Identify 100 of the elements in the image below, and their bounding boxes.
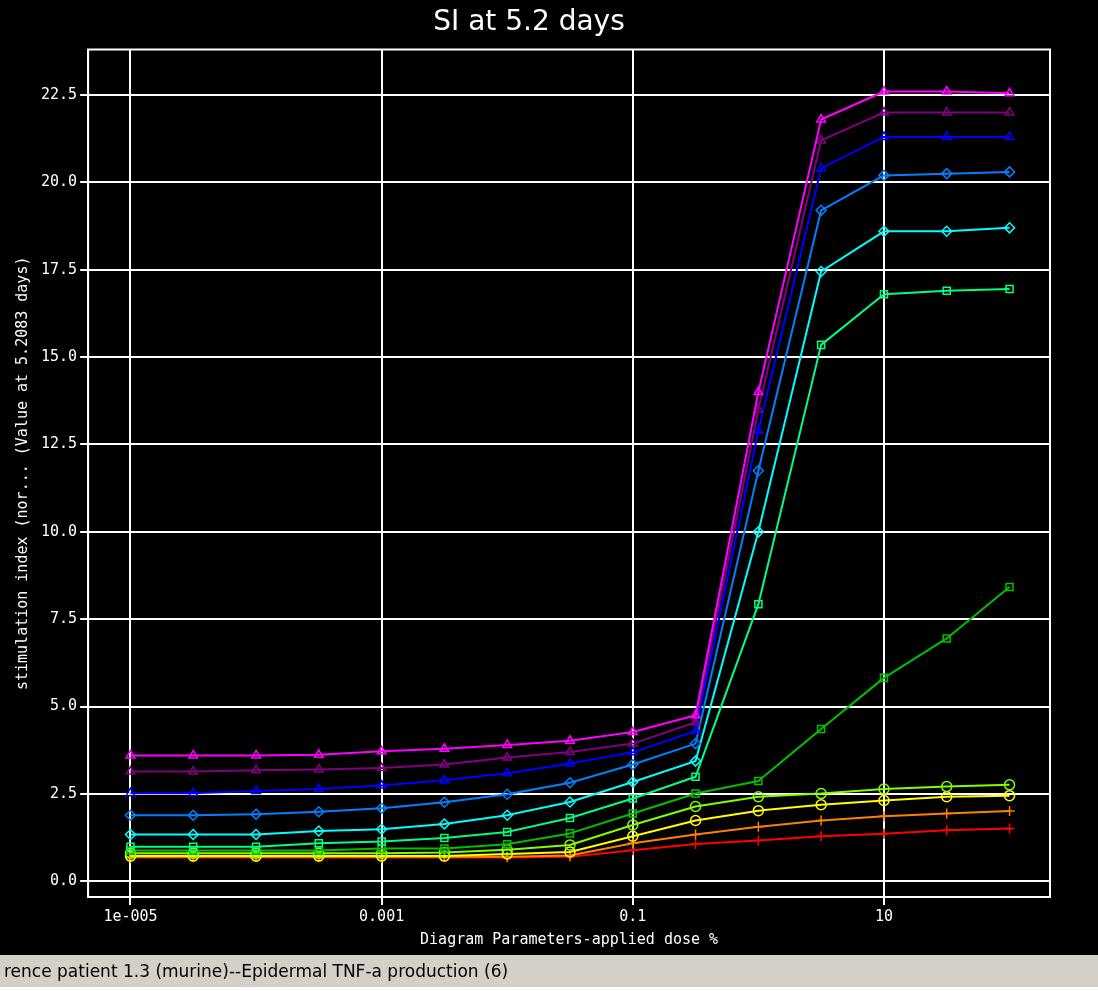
point <box>1003 822 1016 835</box>
point <box>878 783 890 795</box>
point <box>313 805 325 818</box>
point <box>940 167 953 180</box>
point <box>565 813 575 823</box>
point <box>690 709 701 719</box>
point <box>816 134 827 144</box>
point <box>816 162 827 172</box>
y-tick-label: 17.5 <box>41 259 78 278</box>
point <box>627 737 638 747</box>
point <box>627 758 639 771</box>
point <box>879 289 889 299</box>
point <box>502 827 512 837</box>
point <box>125 787 136 797</box>
point <box>627 776 639 788</box>
point <box>564 796 576 808</box>
point <box>816 113 827 123</box>
point <box>627 830 639 842</box>
point <box>753 424 764 434</box>
point <box>440 833 449 843</box>
point <box>1003 222 1016 234</box>
point <box>878 169 890 182</box>
point <box>439 758 450 768</box>
point <box>188 787 199 797</box>
point <box>815 204 827 217</box>
point <box>501 809 513 821</box>
point <box>752 804 765 817</box>
point <box>878 794 890 807</box>
point <box>314 846 324 855</box>
point <box>753 403 764 413</box>
point <box>941 85 952 95</box>
point <box>250 808 262 820</box>
point <box>250 828 262 841</box>
point <box>187 809 199 821</box>
point <box>754 776 763 786</box>
point <box>627 746 638 756</box>
point <box>438 796 451 809</box>
point <box>752 834 765 847</box>
point <box>440 844 449 853</box>
y-tick-label: 10.0 <box>41 521 78 540</box>
point <box>940 780 953 793</box>
point <box>313 749 324 759</box>
point <box>815 814 827 827</box>
point <box>940 807 953 820</box>
point <box>188 749 199 759</box>
point <box>689 838 702 850</box>
x-tick-label: 0.001 <box>359 906 405 925</box>
point <box>502 839 512 849</box>
point <box>815 799 827 811</box>
point <box>564 746 576 756</box>
point <box>942 286 951 295</box>
point <box>690 716 701 726</box>
y-tick-label: 22.5 <box>41 84 78 103</box>
point <box>564 839 576 851</box>
point <box>690 725 701 735</box>
chart-title: SI at 5.2 days <box>433 4 625 38</box>
point <box>564 846 576 858</box>
point <box>124 828 137 841</box>
point <box>752 821 765 833</box>
x-axis-title: Diagram Parameters-applied dose % <box>420 929 719 948</box>
point <box>375 823 388 835</box>
point <box>941 106 952 116</box>
point <box>125 749 136 759</box>
point <box>313 825 325 837</box>
point <box>250 764 262 774</box>
point <box>564 735 576 745</box>
point <box>816 340 826 350</box>
point <box>187 828 199 841</box>
y-tick-label: 15.0 <box>41 347 78 365</box>
point <box>878 131 890 141</box>
point <box>251 842 261 851</box>
point <box>689 828 702 841</box>
point <box>940 790 953 803</box>
point <box>752 526 765 538</box>
point <box>627 819 639 831</box>
point <box>124 809 137 821</box>
point <box>502 767 513 777</box>
point <box>1003 166 1016 178</box>
y-tick-label: 12.5 <box>41 434 78 453</box>
point <box>502 739 513 749</box>
y-tick-label: 20.0 <box>41 172 78 191</box>
y-tick-label: 5.0 <box>50 696 78 715</box>
point <box>502 751 513 761</box>
point <box>250 749 262 759</box>
point <box>565 829 575 838</box>
point <box>126 842 135 851</box>
point <box>1004 106 1015 116</box>
point <box>627 837 639 849</box>
point <box>313 763 324 773</box>
point <box>376 779 387 789</box>
point <box>689 800 702 813</box>
point <box>1003 779 1016 791</box>
y-tick-label: 2.5 <box>50 783 78 802</box>
point <box>628 794 638 803</box>
point <box>377 844 386 853</box>
point <box>816 724 826 734</box>
y-axis-title: stimulation index (nor... (Value at 5.2083 days) <box>12 256 31 691</box>
point <box>501 788 513 801</box>
point <box>815 265 827 278</box>
point <box>752 464 765 477</box>
